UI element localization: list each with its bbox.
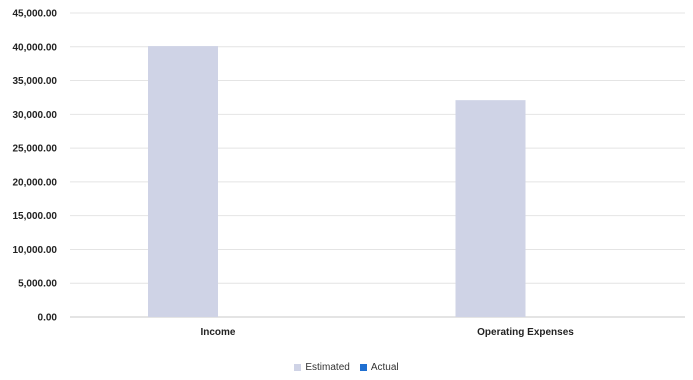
y-tick-label: 40,000.00 — [13, 42, 58, 53]
y-tick-label: 0.00 — [38, 313, 58, 324]
y-tick-label: 10,000.00 — [13, 245, 58, 256]
y-tick-label: 5,000.00 — [18, 279, 57, 290]
x-tick-label: Operating Expenses — [477, 327, 574, 338]
legend-swatch-estimated — [294, 364, 302, 371]
y-tick-label: 25,000.00 — [13, 144, 58, 155]
y-tick-label: 45,000.00 — [13, 9, 58, 20]
legend-item-estimated[interactable]: Estimated — [294, 362, 350, 373]
legend-item-actual[interactable]: Actual — [359, 362, 399, 373]
y-tick-label: 15,000.00 — [13, 211, 58, 222]
legend-label-actual: Actual — [370, 362, 399, 373]
x-axis: Income Operating Expenses — [200, 327, 574, 338]
y-tick-label: 30,000.00 — [13, 110, 58, 121]
legend: Estimated Actual — [0, 362, 693, 373]
legend-swatch-actual — [359, 364, 367, 371]
bar-estimated-operating-expenses[interactable] — [455, 100, 526, 317]
y-tick-label: 20,000.00 — [13, 177, 58, 188]
bar-chart: 0.00 5,000.00 10,000.00 15,000.00 20,000.00 2… — [13, 9, 685, 338]
bar-estimated-income[interactable] — [148, 46, 218, 317]
x-tick-label: Income — [200, 327, 235, 338]
legend-label-estimated: Estimated — [305, 362, 350, 373]
y-axis: 0.00 5,000.00 10,000.00 15,000.00 20,000.00 2… — [13, 9, 58, 324]
bars — [148, 46, 526, 317]
y-tick-label: 35,000.00 — [13, 76, 58, 87]
